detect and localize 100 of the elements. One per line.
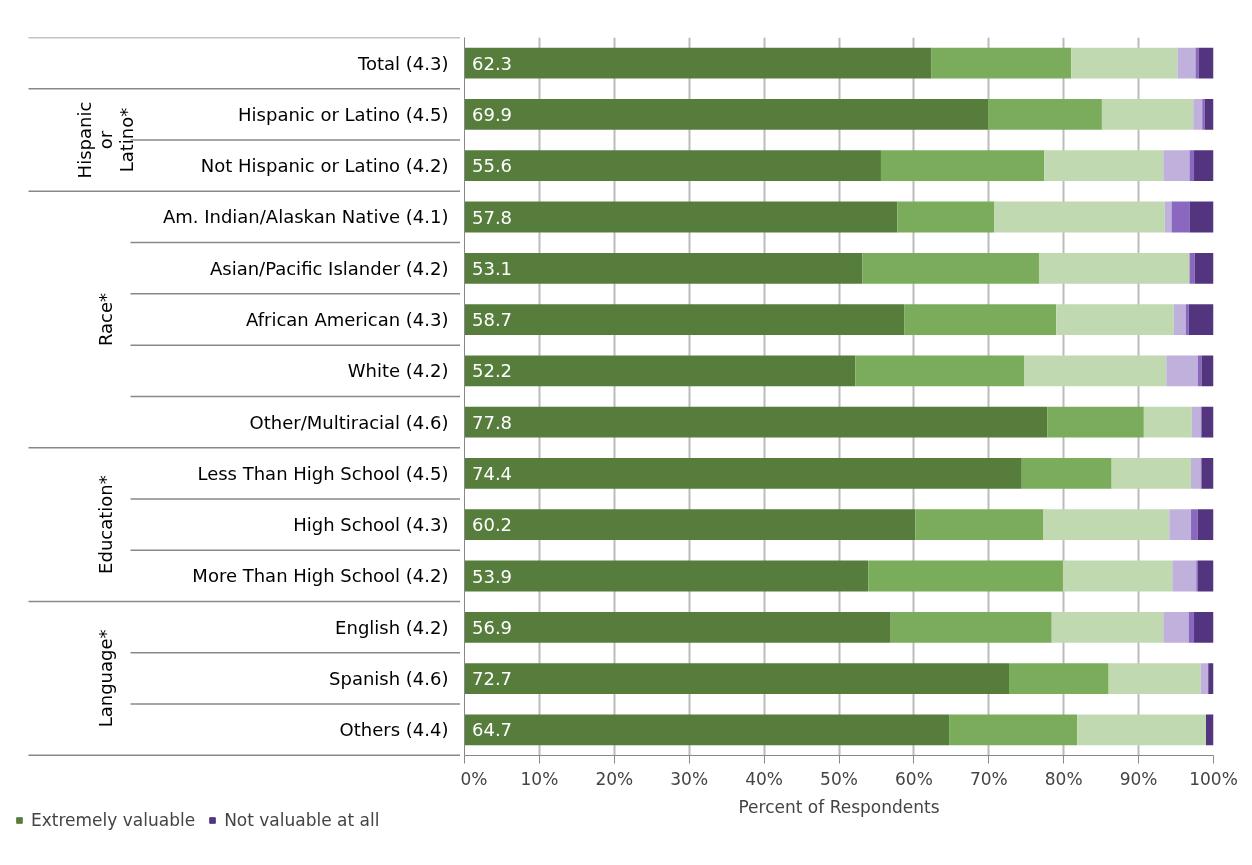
data-label: 72.7	[471, 668, 513, 690]
y-tick-label: Asian/Pacific Islander (4.2)	[209, 257, 449, 279]
y-tick-label: Others (4.4)	[339, 719, 449, 741]
bar	[1172, 560, 1197, 592]
bar	[1163, 611, 1189, 643]
y-tick-label: Hispanic or Latino (4.5)	[238, 103, 449, 125]
bar	[1021, 458, 1112, 489]
bar	[464, 252, 863, 284]
bar	[1197, 509, 1214, 541]
y-tick-label: Spanish (4.6)	[329, 667, 449, 689]
data-label: 58.7	[471, 309, 513, 331]
bar	[1197, 560, 1214, 592]
bar	[1111, 458, 1192, 489]
data-label: 52.2	[471, 360, 513, 382]
bar	[1044, 150, 1164, 182]
x-tick-label: 50%	[820, 768, 858, 789]
bar	[1077, 714, 1207, 746]
bar	[464, 458, 1022, 489]
x-tick-label: 100%	[1189, 768, 1238, 789]
bar	[949, 714, 1078, 746]
bar	[464, 714, 950, 746]
bar	[1062, 560, 1173, 592]
bar	[1189, 201, 1214, 233]
x-tick-label: 70%	[969, 768, 1008, 789]
x-tick-label: 40%	[745, 768, 783, 789]
x-tick-label: 90%	[1119, 768, 1158, 789]
bar	[464, 509, 916, 541]
bar	[464, 406, 1048, 438]
bar	[1056, 304, 1174, 335]
text: Hispanic or Latino*	[74, 101, 137, 179]
bar	[988, 99, 1102, 130]
legend-label: Not valuable at all	[224, 810, 380, 830]
x-tick-label: 80%	[1044, 768, 1083, 789]
bar	[1202, 99, 1205, 130]
bar	[868, 560, 1063, 592]
bar	[890, 611, 1052, 643]
bar	[1189, 150, 1195, 182]
bar	[1171, 201, 1190, 233]
data-label: 64.7	[471, 719, 513, 741]
bar	[464, 47, 932, 79]
bar	[1201, 458, 1214, 489]
bar	[1185, 304, 1189, 335]
bar	[464, 611, 891, 643]
bar	[1194, 252, 1214, 284]
bar	[1189, 252, 1195, 284]
x-tick-label: 60%	[895, 768, 933, 789]
bar	[1188, 304, 1214, 335]
bar	[464, 99, 989, 130]
data-label: 56.9	[471, 616, 513, 638]
bar	[1197, 355, 1202, 387]
data-label: 53.1	[471, 257, 513, 279]
bar	[1193, 99, 1203, 130]
bar	[464, 560, 869, 592]
bar	[1143, 406, 1192, 438]
bar	[904, 304, 1057, 335]
bar	[855, 355, 1024, 387]
data-label: 74.4	[471, 462, 513, 484]
bar	[1191, 406, 1201, 438]
x-tick-label: 20%	[595, 768, 634, 789]
legend-label: Extremely valuable	[31, 810, 196, 830]
bar	[931, 47, 1072, 79]
y-tick-label: Not Hispanic or Latino (4.2)	[200, 155, 449, 177]
bar	[1166, 355, 1198, 387]
bar	[464, 355, 856, 387]
x-tick-label: 10%	[520, 768, 559, 789]
bar	[1208, 663, 1214, 694]
bar	[1101, 99, 1194, 130]
bar	[1194, 150, 1214, 182]
bar	[915, 509, 1044, 541]
bar	[1009, 663, 1109, 694]
bar	[1201, 355, 1214, 387]
bar	[464, 201, 898, 233]
data-label: 55.6	[471, 155, 513, 177]
y-tick-label: English (4.2)	[335, 616, 449, 638]
y-tick-label: Less Than High School (4.5)	[197, 462, 449, 484]
bar	[1198, 47, 1214, 79]
bar	[464, 304, 905, 335]
y-tick-label: Am. Indian/Alaskan Native (4.1)	[162, 206, 449, 228]
data-label: 62.3	[471, 52, 513, 74]
y-tick-label: White (4.2)	[347, 360, 449, 382]
bar	[1038, 252, 1190, 284]
data-label: 53.9	[471, 565, 513, 587]
data-label: 60.2	[471, 514, 513, 536]
bar	[1043, 509, 1170, 541]
text: Education*	[95, 475, 116, 574]
bar	[1188, 611, 1195, 643]
bar	[1169, 509, 1192, 541]
bar	[862, 252, 1039, 284]
bar	[1206, 714, 1214, 746]
bar	[1191, 458, 1201, 489]
y-tick-label: Total (4.3)	[357, 52, 449, 74]
text: Language*	[95, 629, 116, 728]
bar	[880, 150, 1045, 182]
bar	[1204, 99, 1214, 130]
bar	[1194, 611, 1214, 643]
bar	[1024, 355, 1167, 387]
bar	[464, 150, 881, 182]
x-tick-label: 0%	[460, 768, 488, 789]
bar	[1108, 663, 1201, 694]
y-tick-label: African American (4.3)	[245, 309, 449, 331]
